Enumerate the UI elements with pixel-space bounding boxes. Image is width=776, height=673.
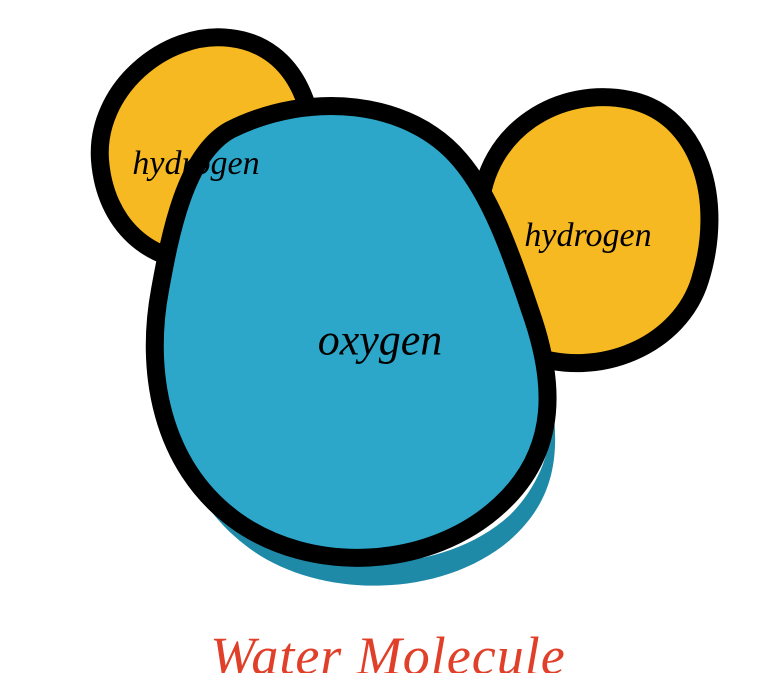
molecule-diagram: hydrogen hydrogen oxygen Water Molecule xyxy=(0,0,776,673)
hydrogen-left-label: hydrogen xyxy=(132,145,259,183)
oxygen-label: oxygen xyxy=(318,315,443,366)
diagram-title: Water Molecule xyxy=(210,625,565,673)
hydrogen-right-label: hydrogen xyxy=(524,217,651,255)
